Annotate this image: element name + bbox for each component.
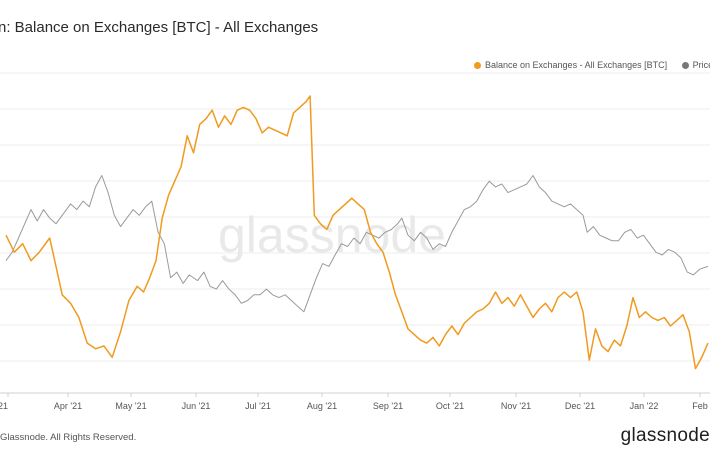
x-tick-label: Sep '21	[373, 401, 403, 411]
x-tick-label: Nov '21	[501, 401, 531, 411]
brand-logo: glassnode	[620, 425, 710, 446]
x-tick-label: Dec '21	[565, 401, 595, 411]
chart-area: glassnode r '21 Apr '21 May '21 Jun '21 Jul …	[0, 72, 710, 411]
chart-legend: Balance on Exchanges - All Exchanges [BT…	[474, 60, 710, 71]
x-tick-label: May '21	[115, 401, 146, 411]
legend-item-price[interactable]: Price	[681, 60, 710, 70]
chart-title: n: Balance on Exchanges [BTC] - All Exch…	[0, 19, 319, 36]
legend-item-balance[interactable]: Balance on Exchanges - All Exchanges [BT…	[474, 60, 667, 70]
watermark-text: glassnode	[218, 207, 446, 263]
legend-dot-price	[681, 61, 689, 69]
x-axis-ticks: r '21 Apr '21 May '21 Jun '21 Jul '21 Aug '21…	[0, 393, 708, 411]
x-tick-label: Jan '22	[630, 401, 659, 411]
grid-lines	[0, 72, 710, 362]
x-tick-label: Feb	[692, 401, 708, 411]
copyright-text: Glassnode. All Rights Reserved.	[0, 432, 137, 443]
x-tick-label: Oct '21	[436, 401, 464, 411]
legend-dot-balance	[474, 61, 481, 69]
legend-label-balance: Balance on Exchanges - All Exchanges [BT…	[485, 60, 668, 70]
x-tick-label: Jul '21	[245, 401, 271, 411]
legend-label-price: Price	[692, 60, 710, 70]
x-tick-label: Jun '21	[182, 401, 211, 411]
series-line-price	[5, 175, 709, 313]
x-tick-label: r '21	[0, 401, 8, 411]
x-tick-label: Apr '21	[54, 401, 82, 411]
x-tick-label: Aug '21	[307, 401, 337, 411]
series-layer	[5, 95, 709, 370]
series-line-balance	[5, 95, 709, 370]
